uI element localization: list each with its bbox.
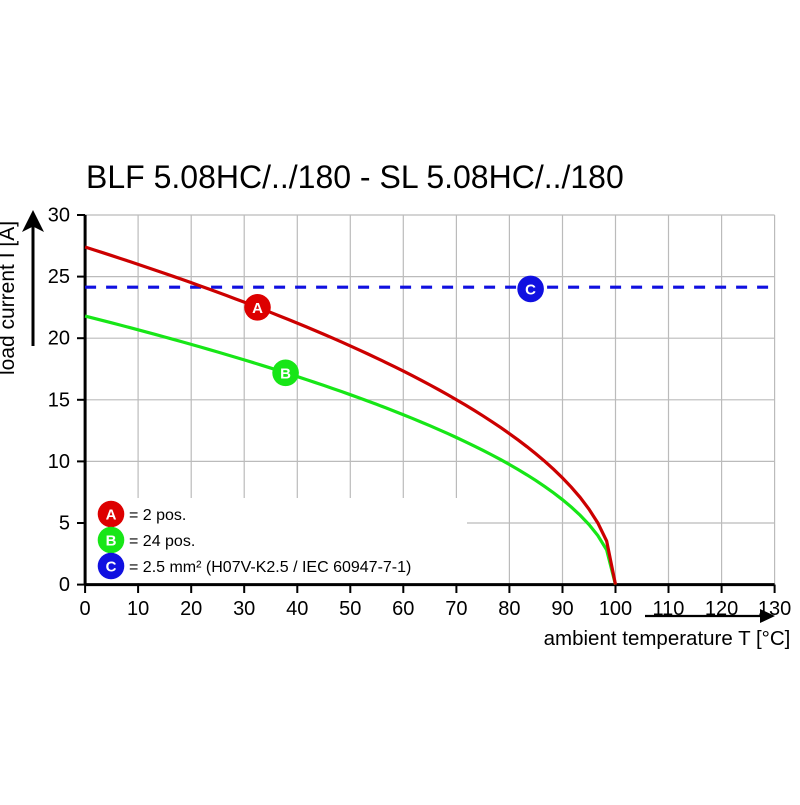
svg-text:20: 20	[180, 598, 202, 620]
svg-text:= 2 pos.: = 2 pos.	[129, 507, 186, 524]
svg-text:0: 0	[80, 598, 91, 620]
svg-text:60: 60	[392, 598, 414, 620]
svg-text:B: B	[106, 533, 117, 550]
svg-text:50: 50	[339, 598, 361, 620]
svg-text:15: 15	[48, 389, 70, 411]
svg-text:load current I [A]: load current I [A]	[0, 221, 19, 375]
svg-text:A: A	[252, 300, 263, 317]
svg-text:40: 40	[286, 598, 308, 620]
svg-text:C: C	[525, 281, 536, 298]
svg-text:90: 90	[551, 598, 573, 620]
svg-text:B: B	[280, 365, 291, 382]
svg-text:100: 100	[599, 598, 632, 620]
svg-text:30: 30	[233, 598, 255, 620]
svg-text:30: 30	[48, 205, 70, 227]
svg-text:20: 20	[48, 328, 70, 350]
svg-text:25: 25	[48, 266, 70, 288]
svg-text:10: 10	[48, 451, 70, 473]
svg-text:10: 10	[127, 598, 149, 620]
svg-text:80: 80	[498, 598, 520, 620]
svg-text:C: C	[106, 559, 117, 576]
svg-text:0: 0	[59, 574, 70, 596]
svg-text:= 24 pos.: = 24 pos.	[129, 533, 195, 550]
svg-text:A: A	[106, 507, 117, 524]
svg-text:ambient temperature T [°C]: ambient temperature T [°C]	[544, 627, 791, 650]
svg-text:5: 5	[59, 513, 70, 535]
svg-text:70: 70	[445, 598, 467, 620]
svg-text:BLF 5.08HC/../180 - SL 5.08HC/: BLF 5.08HC/../180 - SL 5.08HC/../180	[86, 159, 624, 195]
svg-text:= 2.5 mm² (H07V-K2.5 / IEC 609: = 2.5 mm² (H07V-K2.5 / IEC 60947-7-1)	[129, 559, 411, 576]
